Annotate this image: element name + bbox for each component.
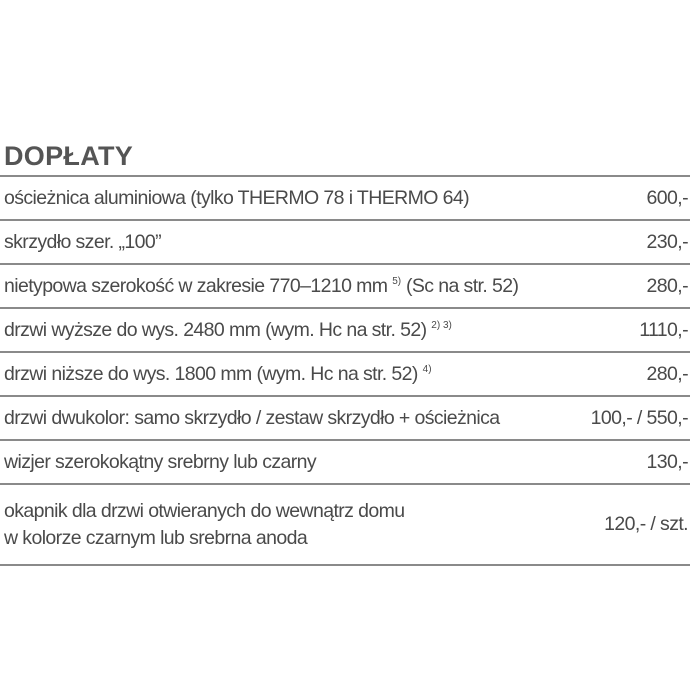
table-row: okapnik dla drzwi otwieranych do wewnątr… — [0, 485, 690, 566]
row-label: okapnik dla drzwi otwieranych do wewnątr… — [4, 500, 405, 549]
row-label: ościeżnica aluminiowa (tylko THERMO 78 i… — [4, 186, 470, 209]
row-price: 1110,- — [639, 318, 688, 341]
table-row: drzwi niższe do wys. 1800 mm (wym. Hc na… — [0, 353, 690, 397]
row-price: 600,- — [646, 186, 689, 209]
row-label: nietypowa szerokość w zakresie 770–1210 … — [4, 274, 519, 297]
row-price: 100,- / 550,- — [590, 406, 689, 429]
row-price: 280,- — [646, 274, 689, 297]
row-label: drzwi niższe do wys. 1800 mm (wym. Hc na… — [4, 362, 432, 385]
table-row: skrzydło szer. „100” 230,- — [0, 221, 690, 265]
row-price: 120,- / szt. — [604, 513, 688, 535]
surcharge-table: ościeżnica aluminiowa (tylko THERMO 78 i… — [0, 175, 690, 566]
footnote-ref: 2) 3) — [431, 319, 452, 331]
row-label: wizjer szerokokątny srebrny lub czarny — [4, 450, 317, 473]
section-title: DOPŁATY — [4, 141, 134, 171]
row-label: skrzydło szer. „100” — [4, 230, 162, 253]
footnote-ref: 5) — [392, 275, 402, 287]
row-price: 280,- — [646, 362, 689, 385]
row-price: 130,- — [646, 450, 689, 473]
row-label: drzwi wyższe do wys. 2480 mm (wym. Hc na… — [4, 318, 452, 341]
table-row: drzwi wyższe do wys. 2480 mm (wym. Hc na… — [0, 309, 690, 353]
row-price: 230,- — [646, 230, 689, 253]
row-label: drzwi dwukolor: samo skrzydło / zestaw s… — [4, 406, 500, 429]
table-row: ościeżnica aluminiowa (tylko THERMO 78 i… — [0, 177, 690, 221]
footnote-ref: 4) — [422, 363, 432, 375]
table-row: drzwi dwukolor: samo skrzydło / zestaw s… — [0, 397, 690, 441]
table-row: nietypowa szerokość w zakresie 770–1210 … — [0, 265, 690, 309]
table-row: wizjer szerokokątny srebrny lub czarny 1… — [0, 441, 690, 485]
